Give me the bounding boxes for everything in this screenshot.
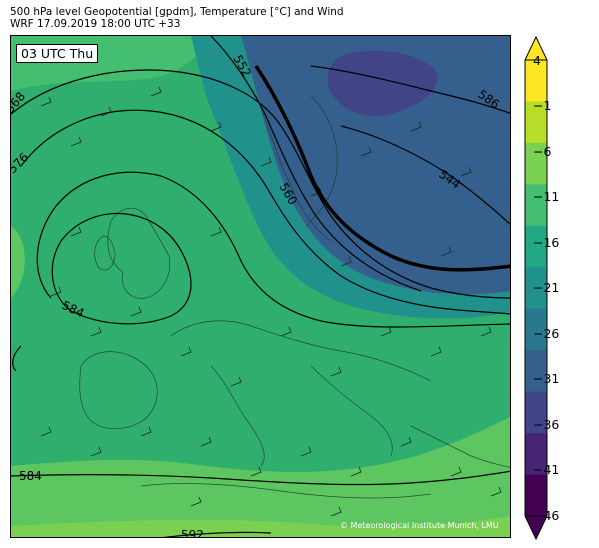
contour-552-highlight: [254, 65, 510, 272]
colorbar-segment: [525, 267, 547, 310]
colorbar-segment: [525, 142, 547, 185]
colorbar-segment: [525, 60, 547, 102]
wind-barbs: [40, 86, 502, 517]
contour-552-lower: [210, 36, 422, 292]
colorbar-tick-label: −41: [533, 462, 560, 477]
contour-544: [340, 125, 510, 225]
colorbar-tick-label: −6: [533, 144, 552, 159]
copyright-notice: © Meteorological Institute Munich, LMU: [340, 521, 499, 530]
contour-568: [11, 69, 510, 299]
forecast-time-label: 03 UTC Thu: [16, 44, 99, 63]
model-run-info: WRF 17.09.2019 18:00 UTC +33: [10, 18, 181, 30]
temperature-field-minus-6-south: [11, 516, 510, 537]
colorbar-tick-label: −11: [533, 189, 560, 204]
colorbar-segment: [525, 391, 547, 434]
chart-title: 500 hPa level Geopotential [gpdm], Tempe…: [10, 6, 344, 18]
colorbar-segment: [525, 474, 547, 517]
contour-label-584-south: 584: [19, 469, 42, 483]
colorbar-tick-label: −16: [533, 235, 560, 250]
temperature-field-minus-11-south: [11, 416, 510, 537]
colorbar-segment: [525, 350, 547, 393]
contour-west-edge: [12, 345, 22, 372]
colorbar-segment: [525, 308, 547, 351]
coastlines: [79, 95, 510, 499]
temperature-field-west-patch: [11, 226, 25, 301]
colorbar-segment: [525, 101, 547, 144]
temperature-field-minus-31: [241, 36, 510, 295]
colorbar-tick-label: −46: [533, 508, 560, 523]
contour-584: [36, 171, 510, 328]
colorbar-segment: [525, 433, 547, 476]
map-canvas: 552 586 568 576 560 544 584 584 592: [11, 36, 510, 538]
geopotential-contours: [11, 36, 510, 537]
contour-576: [20, 109, 510, 315]
contour-592: [162, 531, 272, 537]
temperature-colorbar: [524, 36, 548, 540]
colorbar-tick-label: 4: [533, 53, 541, 68]
colorbar-bottom-extension: [524, 515, 548, 540]
colorbar-tick-label: −21: [533, 280, 560, 295]
colorbar-segment: [525, 225, 547, 268]
colorbar-tick-label: −36: [533, 417, 560, 432]
colorbar-outline: [524, 59, 548, 517]
colorbar-tick-label: −31: [533, 371, 560, 386]
contour-584-closed: [51, 212, 192, 325]
colorbar-tick-label: −26: [533, 326, 560, 341]
contour-584-south: [11, 470, 510, 486]
contour-586: [310, 65, 510, 114]
colorbar-segment: [525, 184, 547, 227]
colorbar-tick-label: −1: [533, 98, 552, 113]
map-panel: 552 586 568 576 560 544 584 584 592: [10, 35, 511, 538]
contour-label-592: 592: [181, 528, 204, 538]
temperature-field-minus-36: [327, 50, 438, 117]
colorbar-top-extension: [524, 36, 548, 61]
